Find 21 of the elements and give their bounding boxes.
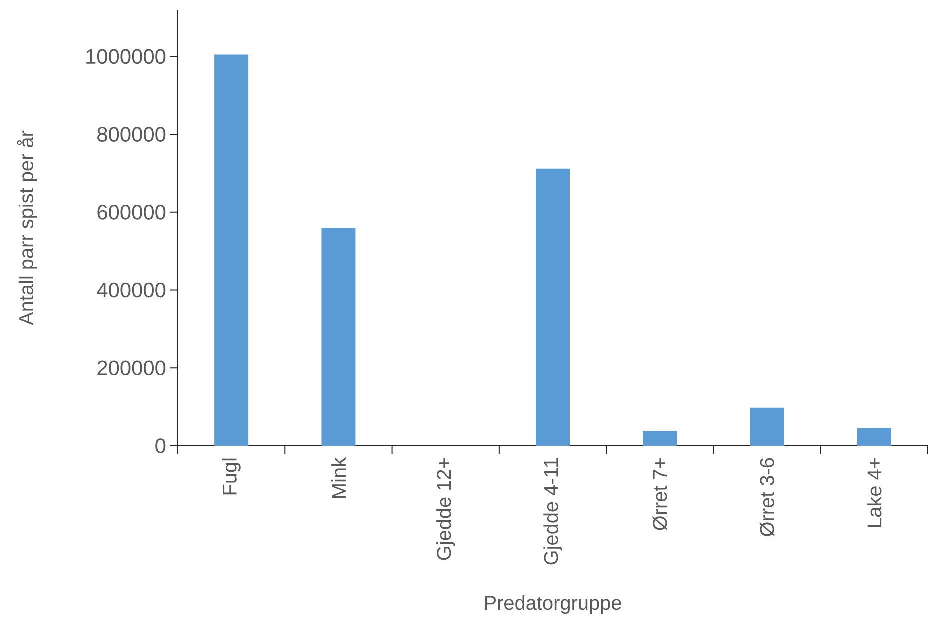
bar <box>214 54 249 446</box>
bar <box>857 428 892 446</box>
x-tick-label: Ørret 3-6 <box>760 458 775 537</box>
x-tick-label: Lake 4+ <box>867 458 882 528</box>
bar <box>536 168 570 446</box>
y-tick-label: 800000 <box>98 127 166 142</box>
y-tick-label: 400000 <box>97 282 166 298</box>
bar <box>322 228 356 446</box>
y-tick-label: 600000 <box>98 205 166 220</box>
bar <box>750 408 784 446</box>
x-tick-label: Gjedde 12+ <box>436 458 456 560</box>
x-tick-label: Fugl <box>222 458 241 495</box>
x-tick-label: Ørret 7+ <box>652 458 668 530</box>
x-tick-label: Mink <box>331 458 346 498</box>
y-axis-title: Antall parr spist per år <box>17 130 38 326</box>
x-axis-title: Predatorgruppe <box>485 596 622 614</box>
y-tick-label: 0 <box>156 438 166 454</box>
y-tick-label: 200000 <box>98 360 166 376</box>
x-tick-label: Gjedde 4-11 <box>544 458 562 565</box>
bar <box>643 431 678 446</box>
y-tick-label: 1000000 <box>86 49 166 64</box>
